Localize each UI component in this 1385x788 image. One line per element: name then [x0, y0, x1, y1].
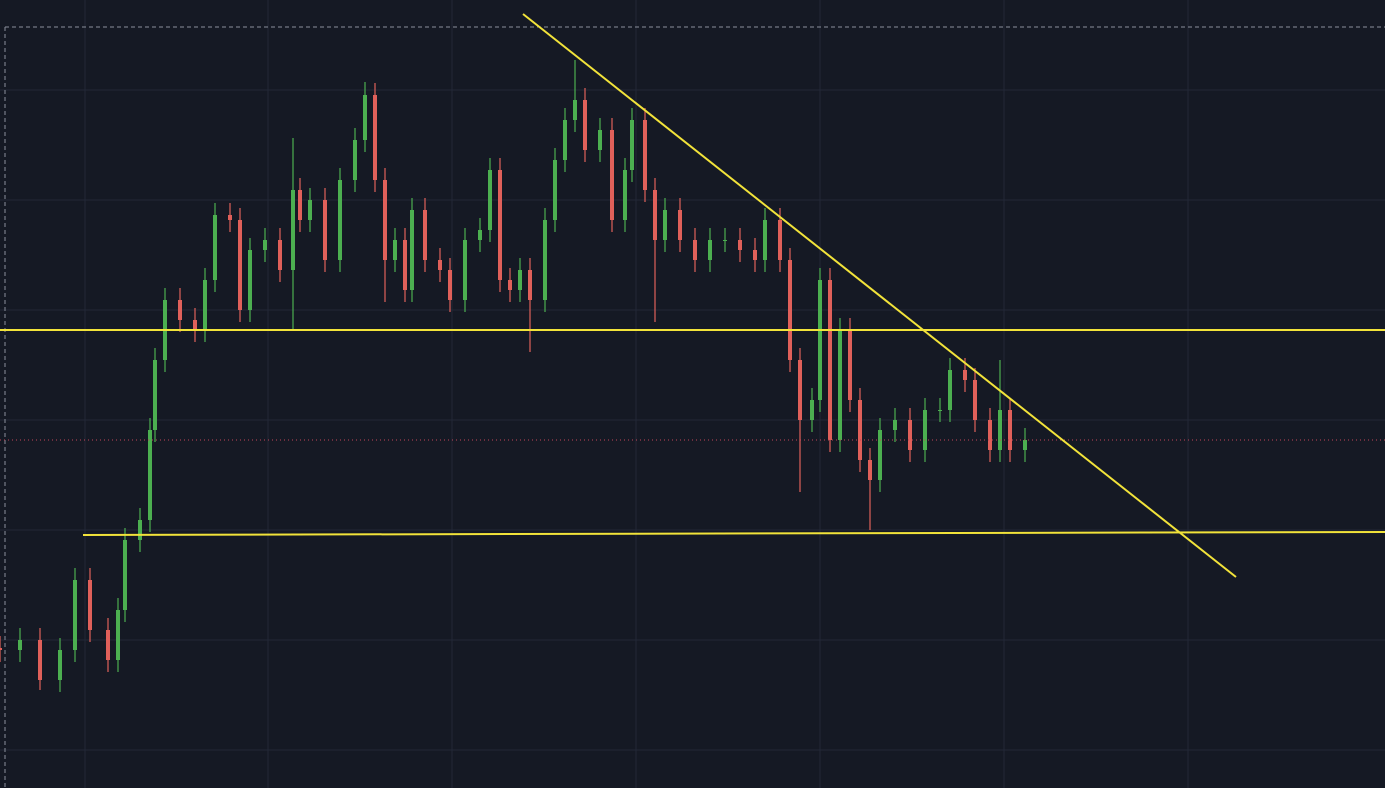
candle-body	[498, 170, 502, 280]
candle-body	[753, 250, 757, 260]
candle-body	[923, 410, 927, 450]
candle-body	[308, 200, 312, 220]
candle-body	[178, 300, 182, 320]
candle-body	[373, 95, 377, 180]
candle-body	[908, 420, 912, 450]
candle-body	[238, 220, 242, 310]
trend-line	[82, 531, 1385, 536]
candle-body	[678, 210, 682, 240]
candle-body	[693, 240, 697, 260]
candle-body	[153, 360, 157, 430]
candle-body	[778, 220, 782, 260]
candle-body	[403, 240, 407, 290]
candle-body	[73, 580, 77, 650]
candle-body	[838, 330, 842, 440]
candle-body	[203, 280, 207, 330]
candle-body	[738, 240, 742, 250]
candle-body	[998, 410, 1002, 450]
candle-body	[363, 95, 367, 140]
candle-body	[988, 420, 992, 450]
candle-body	[1008, 410, 1012, 450]
candle-body	[298, 190, 302, 220]
candle-body	[868, 460, 872, 480]
candle-body	[353, 140, 357, 180]
candle-body	[623, 170, 627, 220]
candle-body	[788, 260, 792, 360]
candle-body	[228, 215, 232, 220]
candle-body	[643, 120, 647, 190]
candle-body	[893, 420, 897, 430]
candle-body	[553, 160, 557, 220]
candle-body	[148, 430, 152, 520]
trend-line	[522, 13, 1237, 578]
candle-body	[543, 220, 547, 300]
candle-body	[478, 230, 482, 240]
candle-body	[58, 650, 62, 680]
candle-body	[663, 210, 667, 240]
candle-body	[123, 540, 127, 610]
candle-body	[573, 100, 577, 120]
candle-body	[1023, 440, 1027, 450]
candle-body	[291, 190, 295, 270]
candle-body	[708, 240, 712, 260]
candle-body	[338, 180, 342, 260]
candle-body	[848, 330, 852, 400]
candle-body	[323, 200, 327, 260]
candle-body	[106, 630, 110, 660]
candle-body	[38, 640, 42, 680]
candle-body	[248, 250, 252, 310]
candle-body	[383, 180, 387, 260]
candle-body	[818, 280, 822, 400]
candle-body	[948, 370, 952, 410]
candle-body	[798, 360, 802, 420]
candle-body	[878, 430, 882, 480]
candle-body	[963, 370, 967, 380]
candle-body	[518, 270, 522, 290]
candle-body	[763, 220, 767, 260]
candle-body	[88, 580, 92, 630]
candle-body	[263, 240, 267, 250]
candle-body	[610, 130, 614, 220]
candle-body	[973, 380, 977, 420]
candle-body	[193, 320, 197, 330]
candle-body	[393, 240, 397, 260]
candle-body	[463, 240, 467, 300]
candle-body	[528, 270, 532, 300]
candle-body	[583, 100, 587, 150]
candle-body	[423, 210, 427, 260]
candle-body	[810, 400, 814, 420]
candle-body	[563, 120, 567, 160]
candle-body	[598, 130, 602, 150]
candle-body	[18, 640, 22, 650]
candle-body	[938, 410, 942, 411]
candle-body	[438, 260, 442, 270]
candle-body	[858, 400, 862, 460]
candle-body	[138, 520, 142, 540]
candle-body	[508, 280, 512, 290]
candle-body	[653, 190, 657, 240]
candle-body	[278, 240, 282, 270]
candle-body	[448, 270, 452, 300]
candle-body	[213, 215, 217, 280]
candle-body	[0, 648, 2, 650]
candle-body	[630, 120, 634, 170]
candle-body	[116, 610, 120, 660]
candle-body	[410, 210, 414, 290]
candle-body	[488, 170, 492, 230]
candle-body	[828, 280, 832, 440]
candle-body	[723, 240, 727, 241]
